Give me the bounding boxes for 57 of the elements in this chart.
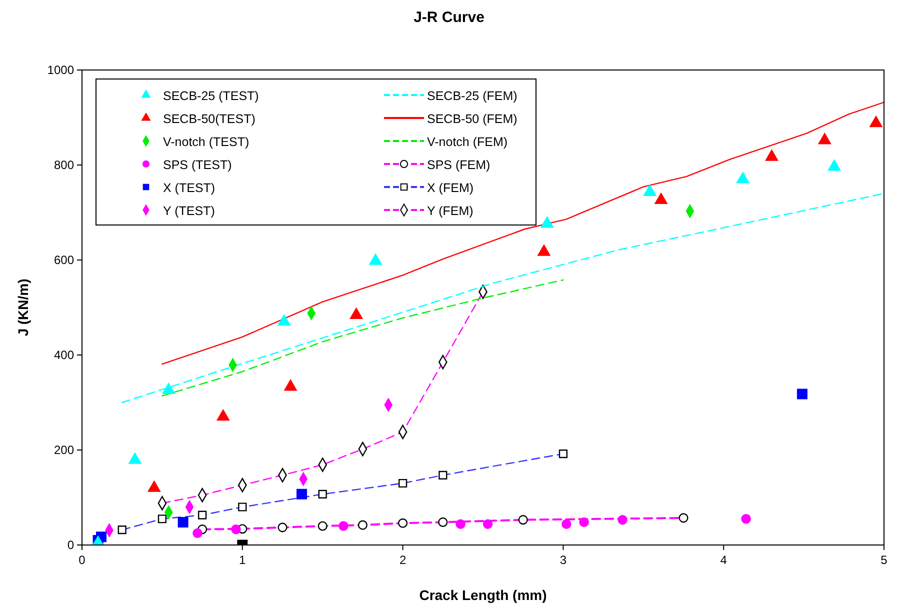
legend-label: X (FEM) [427,181,474,195]
legend-label: V-notch (TEST) [163,135,250,149]
point [231,524,241,534]
point [818,133,832,144]
legend-label: V-notch (FEM) [427,135,508,149]
x-tick-label: 1 [239,553,246,567]
point [579,517,589,528]
legend-label: SPS (FEM) [427,158,490,172]
legend-label: X (TEST) [163,181,216,195]
point [741,514,751,524]
y-tick-label: 200 [54,443,74,457]
point [338,521,348,531]
y-tick-label: 0 [67,538,74,552]
point [643,184,656,196]
point [456,519,466,529]
point [350,308,363,319]
point [178,516,188,528]
x-tick-label: 2 [399,553,406,567]
point [296,488,307,500]
point [128,452,142,464]
point [284,380,297,391]
point [192,528,202,538]
y-tick-label: 400 [54,348,74,362]
y-tick-label: 1000 [47,63,74,77]
point [654,192,668,204]
point [162,382,175,394]
line-series [162,102,884,365]
y-axis-title: J (KN/m) [15,278,31,336]
point [540,216,554,228]
legend-label: Y (FEM) [427,204,474,218]
y-tick-label: 600 [54,253,74,267]
legend-label: SECB-25 (TEST) [163,89,259,103]
x-axis-title: Crack Length (mm) [419,587,547,603]
point [482,519,493,529]
x-tick-label: 0 [78,553,86,567]
legend-label: SECB-50 (FEM) [427,112,518,126]
x-tick-label: 3 [560,553,567,567]
point [369,254,382,265]
legend-label: SPS (TEST) [163,158,232,172]
point [796,388,808,400]
line-series [162,279,564,396]
point [538,244,550,256]
point [216,409,230,421]
legend-label: Y (TEST) [163,204,215,218]
point [765,150,778,161]
point [736,172,750,184]
point [562,519,572,529]
point [870,116,882,128]
y-tick-label: 800 [54,158,74,172]
x-tick-label: 4 [720,553,728,567]
point [618,514,628,525]
legend-label: SECB-50(TEST) [163,112,256,126]
point [828,160,841,171]
legend-label: SECB-25 (FEM) [427,89,518,103]
x-tick-label: 5 [880,553,888,567]
point [278,314,290,326]
chart-title: J-R Curve [414,9,484,26]
